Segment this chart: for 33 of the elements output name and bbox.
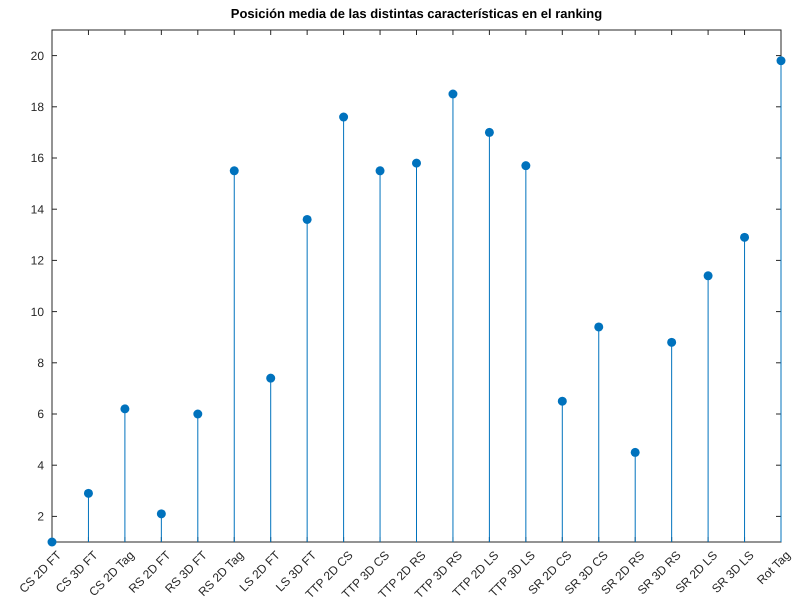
point [521,161,530,170]
point [84,488,93,498]
point [156,509,166,518]
y-tick-label: 12 [30,254,44,268]
point [740,232,750,242]
point [376,166,385,176]
point [48,538,56,546]
point [484,128,494,137]
point [704,271,713,280]
y-tick-label: 14 [30,202,44,216]
y-tick-label: 2 [37,510,44,524]
point [302,214,312,224]
point [594,322,604,332]
y-tick-label: 8 [37,356,44,370]
point [558,396,567,406]
y-tick-label: 20 [30,48,44,63]
x-tick-label: Rot Tag [754,548,794,588]
point [667,338,676,347]
point [630,448,640,457]
y-tick-label: 6 [37,407,44,422]
point [412,158,421,168]
point [776,56,786,66]
point [266,374,276,383]
chart-title: Posición media de las distintas características en el ranking [230,6,602,21]
y-tick-label: 10 [30,304,44,319]
y-tick-label: 18 [30,100,44,114]
y-tick-label: 4 [37,458,44,472]
point [120,404,130,414]
point [339,112,348,122]
point [448,90,458,98]
y-tick-label: 16 [30,151,44,166]
point [193,410,202,418]
point [230,166,239,176]
